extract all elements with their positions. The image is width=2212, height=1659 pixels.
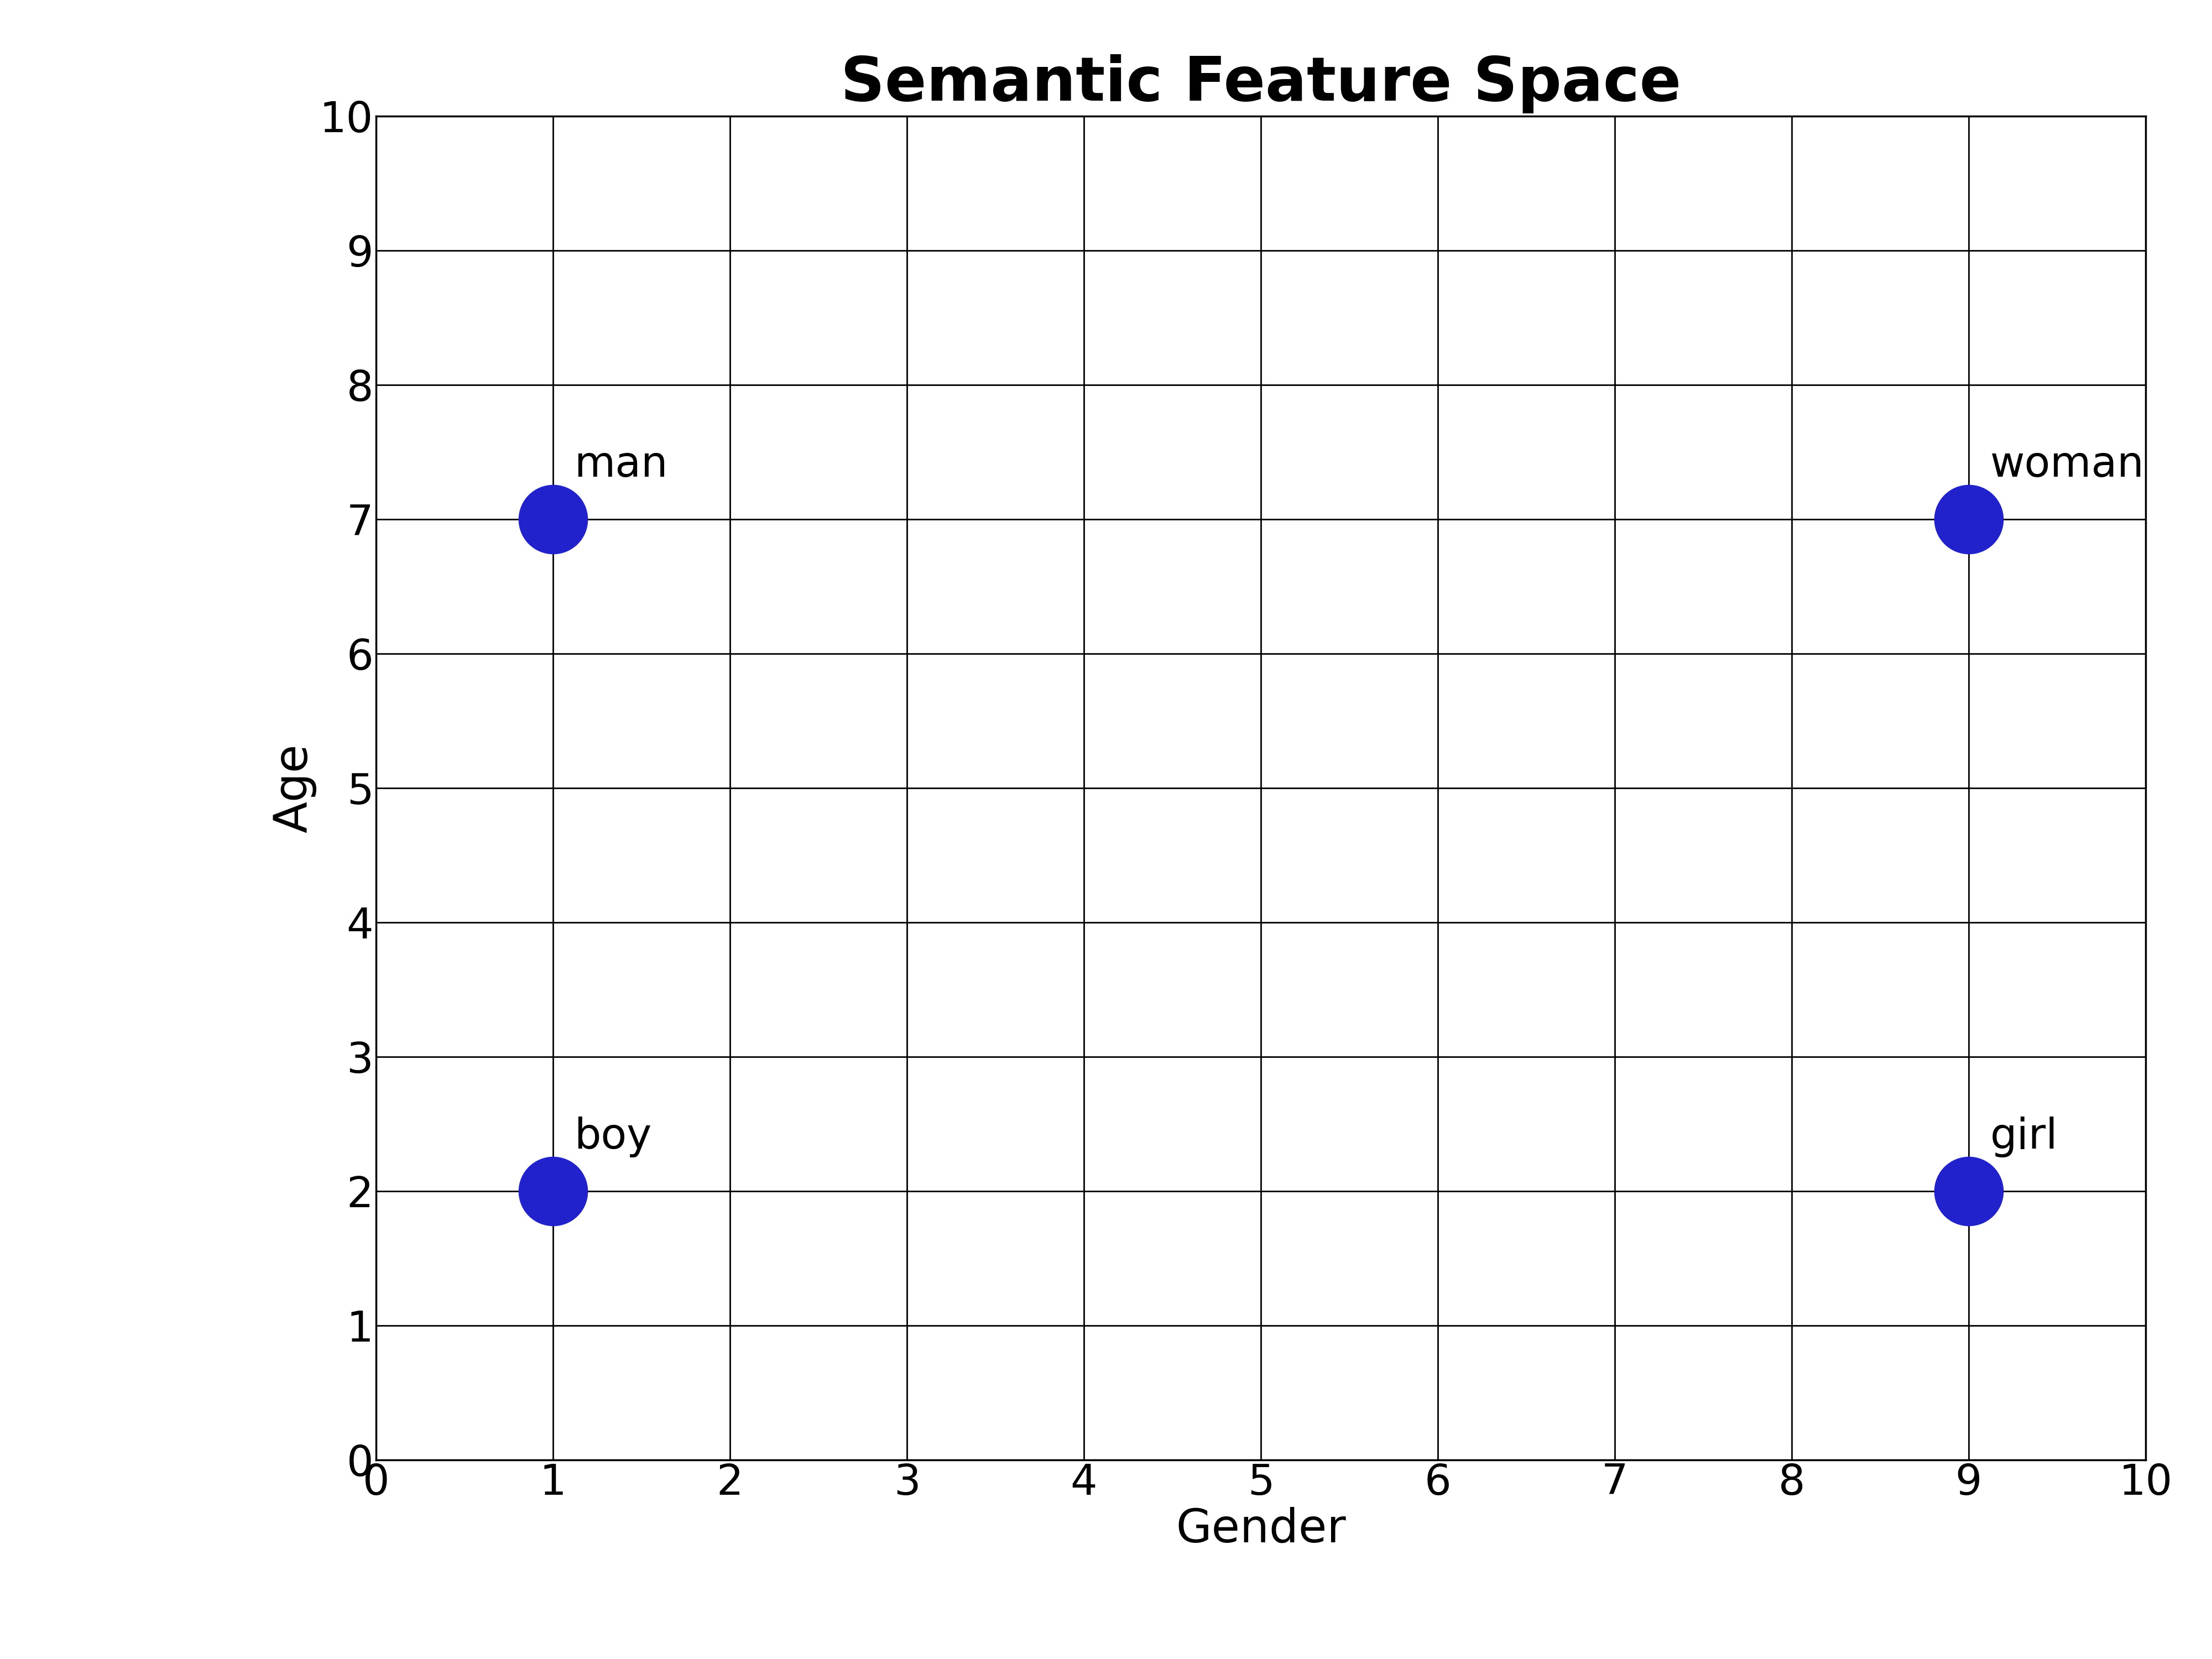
Title: Semantic Feature Space: Semantic Feature Space [841, 55, 1681, 113]
Text: girl: girl [1991, 1117, 2057, 1158]
Point [1951, 506, 1986, 533]
Text: woman: woman [1991, 445, 2143, 486]
Y-axis label: Age: Age [272, 743, 316, 833]
Point [1951, 1178, 1986, 1204]
Point [535, 506, 571, 533]
Point [535, 1178, 571, 1204]
Text: man: man [575, 445, 668, 486]
X-axis label: Gender: Gender [1177, 1506, 1345, 1551]
Text: boy: boy [575, 1117, 653, 1158]
